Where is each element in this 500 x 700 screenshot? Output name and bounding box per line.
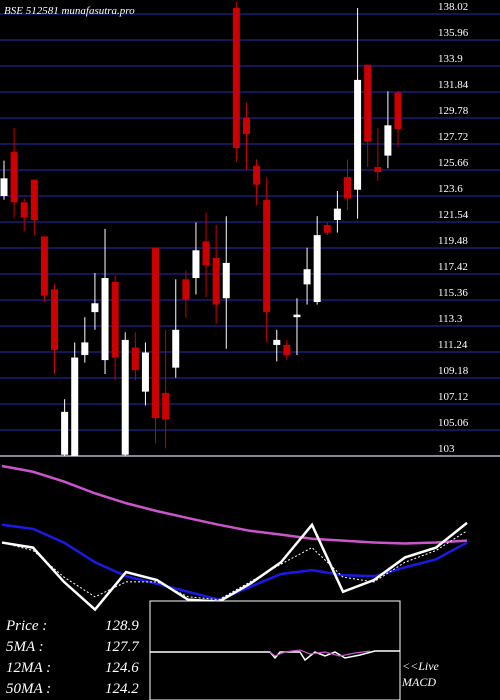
y-tick-label: 115.36 <box>438 287 468 299</box>
candle-body <box>374 166 382 173</box>
candle-body <box>51 289 59 350</box>
lower-panel <box>1 464 468 612</box>
candle-body <box>364 64 372 142</box>
candle-body <box>121 339 129 455</box>
candle-body <box>172 329 180 368</box>
candle-body <box>111 281 119 358</box>
y-tick-label: 135.96 <box>438 27 469 39</box>
candle-body <box>293 314 301 318</box>
candle-body <box>323 225 331 233</box>
y-tick-label: 113.3 <box>438 313 463 325</box>
chart-title: BSE 512581 munafasutra.pro <box>4 5 135 17</box>
y-tick-label: 107.12 <box>438 391 468 403</box>
stat-label: Price : <box>5 618 47 634</box>
stat-label: 50MA : <box>6 681 51 697</box>
macd-label: <<Live <box>402 659 440 673</box>
y-tick-label: 125.66 <box>438 157 469 169</box>
stat-value: 127.7 <box>105 639 140 655</box>
candle-body <box>162 392 170 420</box>
candle-body <box>101 278 109 361</box>
candle-body <box>30 179 38 220</box>
stat-label: 5MA : <box>6 639 44 655</box>
stat-value: 124.6 <box>105 660 139 676</box>
candle-body <box>152 247 160 419</box>
candle-body <box>202 241 210 266</box>
candle-body <box>212 257 220 305</box>
candle-body <box>71 357 79 456</box>
candle-body <box>131 347 139 371</box>
candle-body <box>303 269 311 285</box>
stat-value: 128.9 <box>105 618 139 634</box>
candle-body <box>354 79 362 190</box>
candle-body <box>61 411 69 455</box>
candle-body <box>40 236 48 296</box>
candle-body <box>182 279 190 300</box>
candle-body <box>253 165 261 185</box>
candle-body <box>91 303 99 313</box>
y-tick-label: 111.24 <box>438 339 468 351</box>
y-tick-label: 103 <box>438 443 455 455</box>
indicator-line <box>1 521 468 612</box>
macd-box <box>149 600 401 700</box>
candle-body <box>313 235 321 303</box>
candle-body <box>20 202 28 218</box>
y-tick-label: 138.02 <box>438 1 468 13</box>
y-tick-label: 121.54 <box>438 209 469 221</box>
candle-body <box>263 199 271 313</box>
y-tick-label: 127.72 <box>438 131 468 143</box>
candle-body <box>283 344 291 356</box>
candle-body <box>343 177 351 199</box>
candles <box>0 1 402 456</box>
macd-signal <box>269 649 371 657</box>
stat-value: 124.2 <box>105 681 139 697</box>
candle-body <box>0 178 8 197</box>
indicator-line <box>1 464 468 545</box>
candle-body <box>192 250 200 279</box>
candle-body <box>222 262 230 299</box>
candle-body <box>394 92 402 130</box>
candle-body <box>242 117 250 135</box>
y-tick-label: 117.42 <box>438 261 468 273</box>
y-tick-label: 129.78 <box>438 105 469 117</box>
y-tick-label: 133.9 <box>438 53 463 65</box>
candle-body <box>10 151 18 203</box>
macd-label: MACD <box>401 675 436 689</box>
candle-body <box>81 342 89 356</box>
candle-body <box>141 352 149 392</box>
y-tick-label: 109.18 <box>438 365 469 377</box>
y-tick-label: 119.48 <box>438 235 468 247</box>
candle-body <box>273 339 281 345</box>
y-tick-label: 131.84 <box>438 79 469 91</box>
macd-line <box>150 650 400 662</box>
y-tick-label: 105.06 <box>438 417 469 429</box>
candle-body <box>384 125 392 156</box>
candle-body <box>232 7 240 149</box>
y-tick-label: 123.6 <box>438 183 463 195</box>
stat-label: 12MA : <box>6 660 51 676</box>
candle-body <box>333 208 341 220</box>
grid: 138.02 135.96 133.9 131.84 129.78 127.72 125.6… <box>0 1 500 457</box>
